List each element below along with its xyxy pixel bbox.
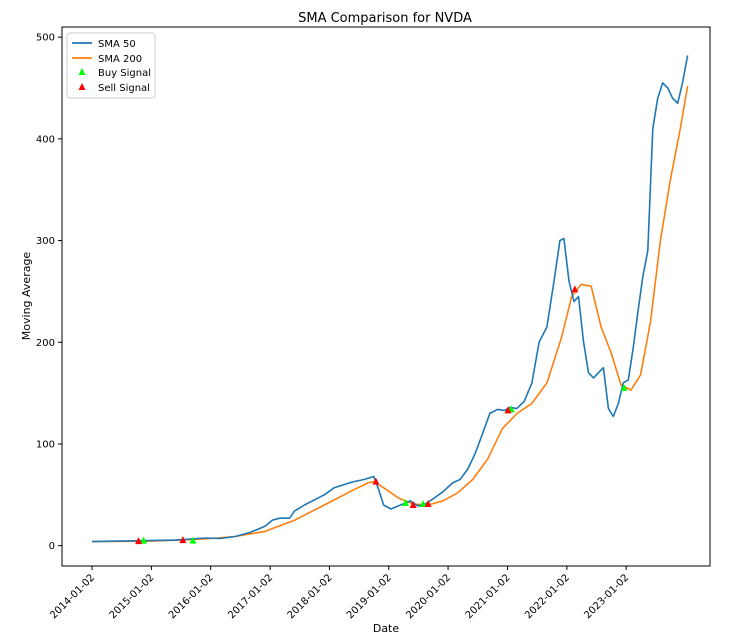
legend-label-buy: Buy Signal [98,68,151,79]
y-axis-title: Moving Average [20,252,33,341]
x-tick-label: 2023-01-02 [582,572,631,621]
x-tick-label: 2022-01-02 [523,572,572,621]
series-lines [92,55,689,543]
x-tick-label: 2020-01-02 [404,572,453,621]
sell-signal-marker [571,285,579,293]
sell-signal-marker [504,406,512,414]
x-tick-label: 2017-01-02 [226,572,275,621]
signal-markers [135,285,628,545]
y-axis: 0 100 200 300 400 500 [36,33,62,552]
buy-signal-marker [401,498,409,506]
chart-title: SMA Comparison for NVDA [298,11,472,26]
y-tick-label: 300 [36,236,55,247]
legend-frame [66,32,156,99]
legend-label-sma50: SMA 50 [98,39,136,50]
x-axis: 2014-01-02 2015-01-02 2016-01-02 2017-01-02… [48,566,631,621]
y-tick-label: 400 [36,134,55,145]
sell-signal-marker [409,500,417,508]
x-tick-label: 2015-01-02 [108,572,157,621]
x-tick-label: 2018-01-02 [286,572,335,621]
legend: SMA 50 SMA 200 Buy Signal Sell Signal [66,32,156,99]
plot-area [61,26,711,567]
legend-marker-buy [78,68,86,75]
buy-signal-marker [419,499,427,507]
x-tick-label: 2016-01-02 [167,572,216,621]
sell-signal-marker [179,536,187,544]
buy-signal-marker [620,384,628,392]
x-tick-label: 2021-01-02 [464,572,513,621]
series-line-sma-200 [92,85,689,543]
y-tick-label: 0 [49,541,55,552]
series-line-sma-50 [92,55,689,543]
sell-signal-marker [135,537,143,545]
y-tick-label: 200 [36,338,55,349]
legend-marker-sell [78,83,86,90]
x-tick-label: 2019-01-02 [345,572,394,621]
x-tick-label: 2014-01-02 [48,572,97,621]
buy-signal-marker [189,536,197,544]
legend-label-sell: Sell Signal [98,83,150,94]
sell-signal-marker [372,477,380,485]
buy-signal-marker [140,536,148,544]
y-tick-label: 100 [36,439,55,450]
sell-signal-marker [424,499,432,507]
y-tick-label: 500 [36,33,55,44]
legend-label-sma200: SMA 200 [98,54,142,65]
x-axis-title: Date [373,622,400,635]
